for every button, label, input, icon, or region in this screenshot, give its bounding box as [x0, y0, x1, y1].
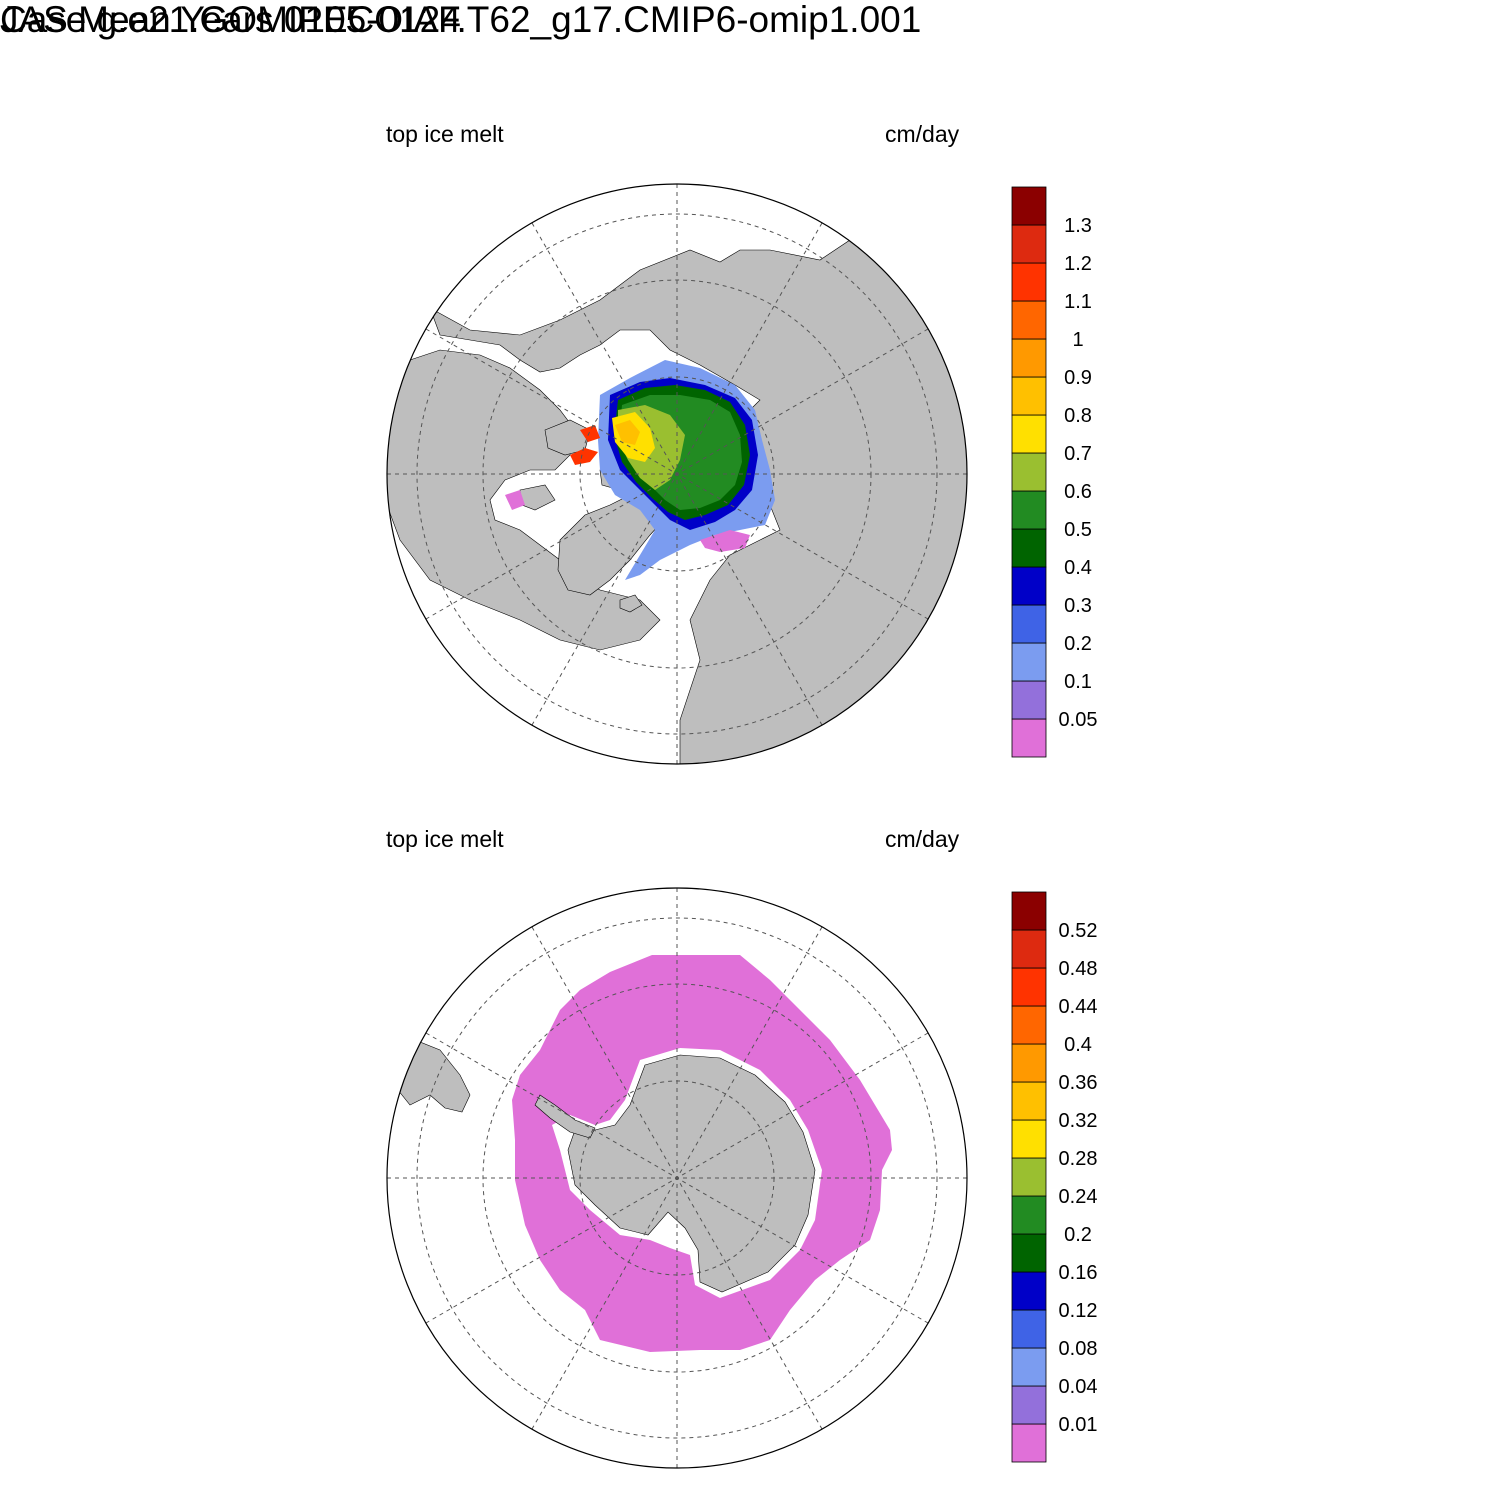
- north-colorbar-label: 0.9: [1064, 367, 1092, 389]
- south-colorbar-box: [1011, 1005, 1047, 1045]
- south-colorbar-label: 0.2: [1064, 1224, 1092, 1246]
- south-colorbar-label: 0.48: [1059, 958, 1098, 980]
- north-colorbar-box: [1011, 718, 1047, 758]
- south-colorbar-label: 0.01: [1059, 1414, 1098, 1436]
- north-colorbar-label: 1.2: [1064, 253, 1092, 275]
- south-colorbar-box: [1011, 1347, 1047, 1387]
- south-colorbar-label: 0.08: [1059, 1338, 1098, 1360]
- north-colorbar-label: 1: [1072, 329, 1083, 351]
- south-colorbar-label: 0.12: [1059, 1300, 1098, 1322]
- north-colorbar-label: 1.1: [1064, 291, 1092, 313]
- south-colorbar-label: 0.16: [1059, 1262, 1098, 1284]
- south-colorbar-box: [1011, 967, 1047, 1007]
- south-colorbar-box: [1011, 1271, 1047, 1311]
- north-colorbar-label: 0.6: [1064, 481, 1092, 503]
- south-land-peninsula: [534, 1094, 596, 1139]
- south-colorbar-box: [1011, 1423, 1047, 1463]
- south-colorbar-box: [1011, 891, 1047, 931]
- north-colorbar-label: 0.1: [1064, 671, 1092, 693]
- south-ice-ring: [512, 955, 892, 1352]
- north-ice-red: [570, 425, 600, 465]
- north-colorbar-box: [1011, 566, 1047, 606]
- south-colorbar-box: [1011, 1385, 1047, 1425]
- south-colorbar-box: [1011, 1081, 1047, 1121]
- south-colorbar-label: 0.36: [1059, 1072, 1098, 1094]
- north-colorbar-label: 0.7: [1064, 443, 1092, 465]
- north-colorbar-label: 0.05: [1059, 709, 1098, 731]
- north-ice-pink: [505, 490, 750, 552]
- north-colorbar-box: [1011, 338, 1047, 378]
- south-polar-map: [386, 887, 968, 1469]
- north-colorbar-box: [1011, 224, 1047, 264]
- north-land-iceland: [619, 594, 643, 613]
- north-colorbar-box: [1011, 300, 1047, 340]
- south-colorbar-label: 0.24: [1059, 1186, 1098, 1208]
- south-map-border: [386, 887, 968, 1469]
- north-colorbar-label: 0.3: [1064, 595, 1092, 617]
- south-colorbar-label: 0.28: [1059, 1148, 1098, 1170]
- north-graticule: [387, 184, 967, 764]
- north-colorbar-box: [1011, 642, 1047, 682]
- north-colorbar-box: [1011, 680, 1047, 720]
- north-colorbar-box: [1011, 490, 1047, 530]
- south-colorbar-box: [1011, 1157, 1047, 1197]
- north-colorbar-label: 0.2: [1064, 633, 1092, 655]
- north-land-eurasia: [429, 239, 967, 764]
- north-colorbar-box: [1011, 376, 1047, 416]
- south-units-label: cm/day: [885, 826, 960, 852]
- south-colorbar-box: [1011, 1119, 1047, 1159]
- title-line-2: JAS Mean Years 0105-0124: [0, 0, 461, 40]
- north-colorbar-box: [1011, 604, 1047, 644]
- south-colorbar-label: 0.04: [1059, 1376, 1098, 1398]
- south-colorbar-label: 0.4: [1064, 1034, 1092, 1056]
- north-colorbar-label: 0.5: [1064, 519, 1092, 541]
- south-graticule: [387, 888, 967, 1468]
- south-colorbar-box: [1011, 929, 1047, 969]
- north-ice-orange: [615, 420, 640, 445]
- north-left-label: top ice melt: [386, 121, 504, 147]
- south-left-label: top ice melt: [386, 826, 504, 852]
- south-colorbar-box: [1011, 1309, 1047, 1349]
- title-line-1: Case g.e21.GOMIPECOIAF.T62_g17.CMIP6-omi…: [0, 0, 922, 40]
- north-colorbar-label: 1.3: [1064, 215, 1092, 237]
- south-colorbar: 0.01 0.04 0.08 0.12 0.16 0.2 0.24 0.28 0.32 0.36 0…: [1011, 891, 1098, 1463]
- north-colorbar-box: [1011, 262, 1047, 302]
- north-colorbar-box: [1011, 528, 1047, 568]
- south-land-southamerica: [394, 1039, 471, 1113]
- south-colorbar-box: [1011, 1195, 1047, 1235]
- north-colorbar-box: [1011, 186, 1047, 226]
- south-colorbar-label: 0.32: [1059, 1110, 1098, 1132]
- north-colorbar-label: 0.8: [1064, 405, 1092, 427]
- north-units-label: cm/day: [885, 121, 960, 147]
- north-land-northamerica: [387, 349, 661, 651]
- north-map-border: [386, 183, 968, 765]
- north-colorbar: 0.05 0.1 0.2 0.3 0.4 0.5 0.6 0.7 0.8 0.9 1 1.1 1.2 1.…: [1011, 186, 1098, 758]
- north-colorbar-box: [1011, 452, 1047, 492]
- south-colorbar-label: 0.44: [1059, 996, 1098, 1018]
- south-colorbar-box: [1011, 1233, 1047, 1273]
- south-colorbar-box: [1011, 1043, 1047, 1083]
- south-colorbar-label: 0.52: [1059, 920, 1098, 942]
- north-colorbar-box: [1011, 414, 1047, 454]
- north-colorbar-label: 0.4: [1064, 557, 1092, 579]
- north-polar-map: [386, 183, 968, 765]
